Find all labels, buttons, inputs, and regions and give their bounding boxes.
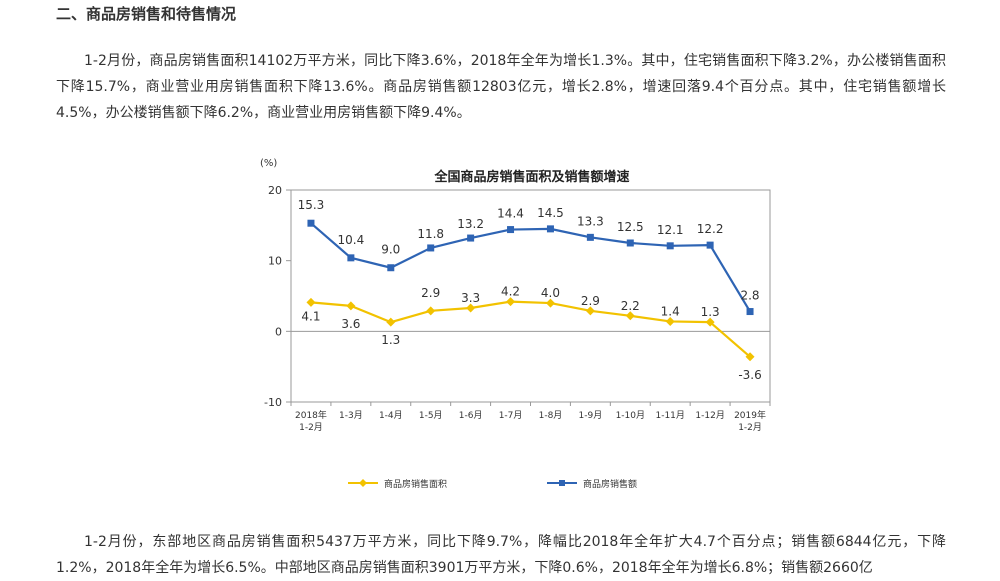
data-point-marker [467, 234, 475, 242]
data-point-marker [347, 254, 355, 262]
data-point-marker [546, 225, 554, 233]
x-tick-label: 1-4月 [379, 410, 403, 421]
data-point-marker [666, 242, 674, 250]
data-point-marker [746, 308, 754, 316]
data-label: 12.5 [617, 220, 644, 234]
legend: 商品房销售面积 商品房销售额 [348, 478, 637, 490]
data-label: 14.5 [537, 206, 564, 220]
data-label: 2.9 [421, 286, 440, 300]
data-label: 13.2 [457, 217, 484, 231]
x-tick-label: 1-2月 [299, 422, 323, 433]
data-label: 3.3 [461, 291, 480, 305]
y-axis: 20 10 0 -10 [264, 184, 770, 409]
data-label: 1.4 [661, 304, 680, 318]
data-label: 2.9 [581, 294, 600, 308]
data-label: 9.0 [381, 243, 400, 257]
legend-label: 商品房销售额 [583, 478, 637, 490]
y-tick-label: 10 [268, 255, 282, 268]
data-point-marker [585, 306, 595, 316]
x-tick-label: 1-7月 [499, 410, 523, 421]
series-line-0 [310, 300, 751, 358]
series-line-1 [310, 222, 751, 313]
data-point-marker [705, 317, 715, 327]
paragraph-regional-sales: 1-2月份，东部地区商品房销售面积5437万平方米，同比下降9.7%，降幅比20… [56, 534, 946, 576]
x-tick-label: 1-2月 [738, 422, 762, 433]
chart-title: 全国商品房销售面积及销售额增速 [433, 169, 629, 185]
data-label: 2.2 [621, 299, 640, 313]
x-tick-label: 2018年 [295, 409, 327, 421]
y-tick-label: -10 [264, 396, 282, 409]
data-label: 2.8 [740, 289, 759, 303]
data-label: 4.1 [301, 309, 320, 323]
data-point-marker [545, 298, 555, 308]
x-tick-label: 1-3月 [339, 410, 363, 421]
data-label: 14.4 [497, 207, 524, 221]
x-tick-label: 1-10月 [616, 410, 645, 421]
data-label: 4.0 [541, 286, 560, 300]
paragraph-sales-summary: 1-2月份，商品房销售面积14102万平方米，同比下降3.6%，2018年全年为… [56, 53, 946, 121]
data-point-marker [466, 303, 476, 313]
data-label: 13.3 [577, 214, 604, 228]
data-label: 1.3 [381, 333, 400, 347]
y-tick-label: 0 [275, 325, 282, 338]
data-point-marker [625, 311, 635, 321]
data-point-marker [306, 297, 316, 307]
data-point-marker [307, 219, 315, 227]
data-point-marker [665, 316, 675, 326]
data-point-marker [426, 306, 436, 316]
data-label: 3.6 [341, 317, 360, 331]
data-label: 1.3 [701, 305, 720, 319]
x-tick-label: 2019年 [734, 409, 766, 421]
data-label: -3.6 [738, 368, 761, 382]
data-point-marker [427, 244, 435, 252]
data-point-marker [745, 352, 755, 362]
data-point-marker [386, 317, 396, 327]
y-tick-label: 20 [268, 184, 282, 197]
data-label: 10.4 [338, 233, 365, 247]
x-tick-label: 1-8月 [539, 410, 563, 421]
data-label: 4.2 [501, 285, 520, 299]
data-point-marker [387, 264, 395, 272]
data-label: 12.2 [697, 222, 724, 236]
y-axis-unit: (%) [260, 158, 277, 169]
x-tick-label: 1-6月 [459, 410, 483, 421]
chart-container: (%) 全国商品房销售面积及销售额增速 20 10 0 -10 2018年 1-2月 1-… [240, 150, 780, 510]
data-label: 15.3 [298, 198, 325, 212]
data-point-marker [586, 233, 594, 241]
x-tick-label: 1-11月 [655, 410, 684, 421]
x-tick-label: 1-12月 [695, 410, 724, 421]
data-label: 12.1 [657, 223, 684, 237]
data-point-marker [346, 301, 356, 311]
data-label: 11.8 [417, 227, 444, 241]
legend-label: 商品房销售面积 [384, 478, 447, 490]
data-point-marker [706, 241, 714, 249]
section-title: 二、商品房销售和待售情况 [56, 5, 237, 23]
data-point-marker [507, 226, 515, 234]
legend-swatch-marker [559, 480, 565, 486]
data-point-marker [506, 297, 516, 307]
x-tick-label: 1-9月 [579, 410, 603, 421]
x-tick-label: 1-5月 [419, 410, 443, 421]
legend-swatch-marker [359, 479, 367, 487]
data-point-marker [626, 239, 634, 247]
series-layer: 4.1 3.6 1.3 2.9 3.3 4.2 4.0 2.9 2.2 1.4 1.3 -3.6 15.… [298, 198, 762, 382]
